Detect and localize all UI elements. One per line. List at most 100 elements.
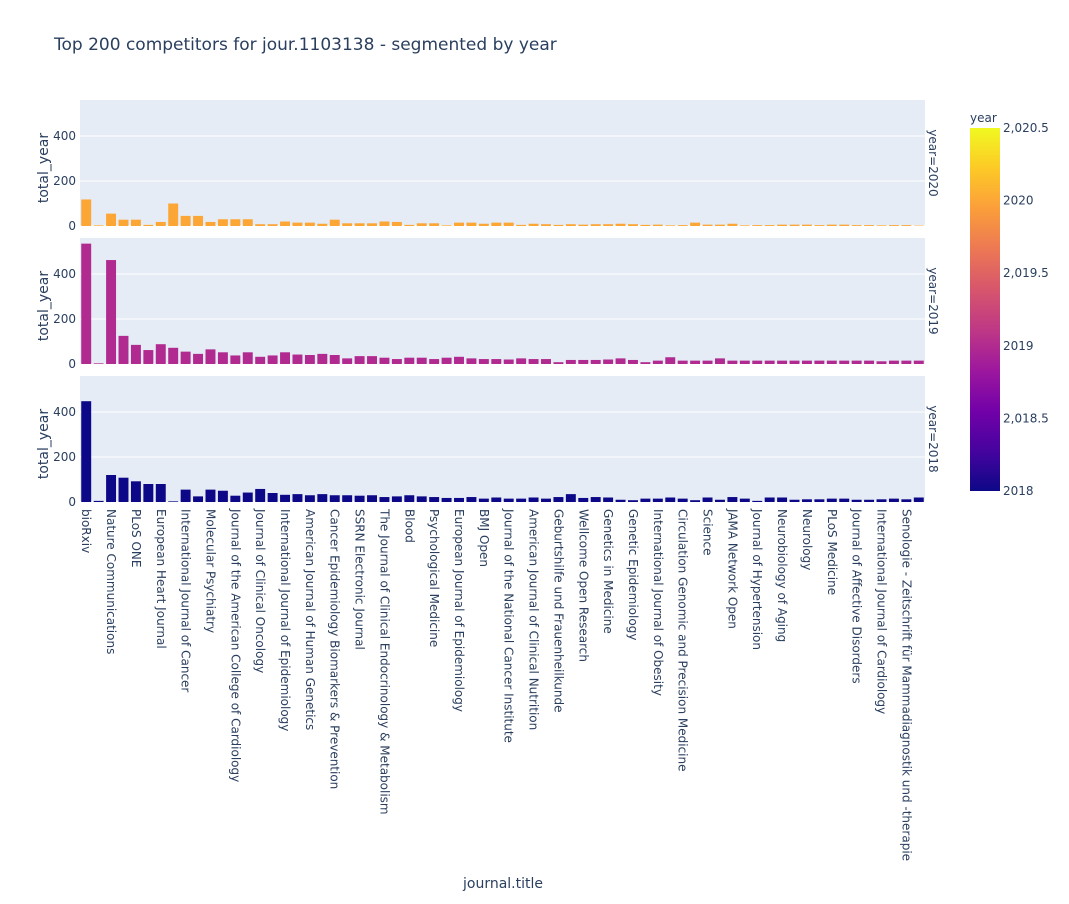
bar[interactable]	[466, 223, 476, 226]
bar[interactable]	[206, 222, 216, 226]
bar[interactable]	[715, 500, 725, 502]
bar[interactable]	[765, 498, 775, 503]
bar[interactable]	[765, 361, 775, 364]
bar[interactable]	[653, 499, 663, 502]
bar[interactable]	[193, 496, 203, 502]
bar[interactable]	[330, 495, 340, 502]
bar[interactable]	[342, 358, 352, 364]
bar[interactable]	[678, 499, 688, 502]
bar[interactable]	[541, 499, 551, 502]
bar[interactable]	[715, 358, 725, 364]
bar[interactable]	[193, 354, 203, 364]
bar[interactable]	[591, 224, 601, 226]
bar[interactable]	[292, 355, 302, 364]
bar[interactable]	[678, 225, 688, 226]
bar[interactable]	[280, 495, 290, 502]
bar[interactable]	[156, 222, 166, 226]
bar[interactable]	[727, 497, 737, 502]
bar[interactable]	[839, 499, 849, 502]
bar[interactable]	[131, 345, 141, 364]
bar[interactable]	[765, 225, 775, 226]
bar[interactable]	[529, 498, 539, 503]
bar[interactable]	[529, 359, 539, 364]
bar[interactable]	[578, 225, 588, 226]
bar[interactable]	[864, 361, 874, 364]
bar[interactable]	[491, 498, 501, 503]
bar[interactable]	[218, 491, 228, 502]
bar[interactable]	[901, 361, 911, 364]
bar[interactable]	[529, 224, 539, 226]
bar[interactable]	[752, 225, 762, 226]
bar[interactable]	[516, 499, 526, 502]
bar[interactable]	[715, 225, 725, 226]
bar[interactable]	[379, 358, 389, 364]
bar[interactable]	[653, 225, 663, 226]
bar[interactable]	[417, 223, 427, 226]
bar[interactable]	[81, 401, 91, 502]
bar[interactable]	[379, 497, 389, 502]
bar[interactable]	[156, 484, 166, 502]
bar[interactable]	[640, 362, 650, 364]
bar[interactable]	[628, 224, 638, 226]
bar[interactable]	[230, 355, 240, 364]
bar[interactable]	[404, 225, 414, 226]
bar[interactable]	[653, 361, 663, 364]
bar[interactable]	[802, 499, 812, 502]
bar[interactable]	[156, 344, 166, 364]
bar[interactable]	[603, 360, 613, 365]
bar[interactable]	[790, 225, 800, 226]
bar[interactable]	[168, 204, 178, 227]
bar[interactable]	[665, 225, 675, 226]
bar[interactable]	[864, 225, 874, 226]
bar[interactable]	[106, 214, 116, 226]
bar[interactable]	[429, 359, 439, 364]
bar[interactable]	[703, 225, 713, 226]
bar[interactable]	[143, 484, 153, 502]
bar[interactable]	[268, 493, 278, 502]
bar[interactable]	[218, 219, 228, 226]
bar[interactable]	[206, 490, 216, 502]
bar[interactable]	[479, 224, 489, 226]
bar[interactable]	[243, 352, 253, 364]
bar[interactable]	[454, 223, 464, 226]
bar[interactable]	[740, 225, 750, 226]
bar[interactable]	[317, 494, 327, 502]
bar[interactable]	[367, 495, 377, 502]
bar[interactable]	[94, 363, 104, 364]
bar[interactable]	[889, 499, 899, 502]
bar[interactable]	[268, 355, 278, 364]
bar[interactable]	[852, 225, 862, 226]
bar[interactable]	[877, 499, 887, 502]
bar[interactable]	[268, 224, 278, 226]
bar[interactable]	[417, 496, 427, 502]
bar[interactable]	[479, 499, 489, 502]
bar[interactable]	[119, 336, 129, 364]
bar[interactable]	[81, 244, 91, 364]
bar[interactable]	[355, 356, 365, 364]
bar[interactable]	[914, 361, 924, 364]
bar[interactable]	[218, 352, 228, 364]
bar[interactable]	[491, 359, 501, 364]
bar[interactable]	[330, 220, 340, 226]
bar[interactable]	[553, 225, 563, 226]
bar[interactable]	[541, 224, 551, 226]
bar[interactable]	[578, 360, 588, 364]
bar[interactable]	[504, 360, 514, 365]
bar[interactable]	[839, 361, 849, 364]
bar[interactable]	[379, 222, 389, 227]
bar[interactable]	[131, 220, 141, 226]
bar[interactable]	[827, 499, 837, 502]
bar[interactable]	[106, 260, 116, 364]
bar[interactable]	[429, 223, 439, 226]
bar[interactable]	[690, 500, 700, 502]
bar[interactable]	[578, 498, 588, 502]
bar[interactable]	[392, 496, 402, 502]
bar[interactable]	[690, 223, 700, 226]
bar[interactable]	[491, 223, 501, 226]
bar[interactable]	[504, 499, 514, 502]
bar[interactable]	[417, 358, 427, 364]
bar[interactable]	[727, 361, 737, 364]
bar[interactable]	[603, 498, 613, 503]
bar[interactable]	[143, 350, 153, 364]
bar[interactable]	[901, 225, 911, 226]
